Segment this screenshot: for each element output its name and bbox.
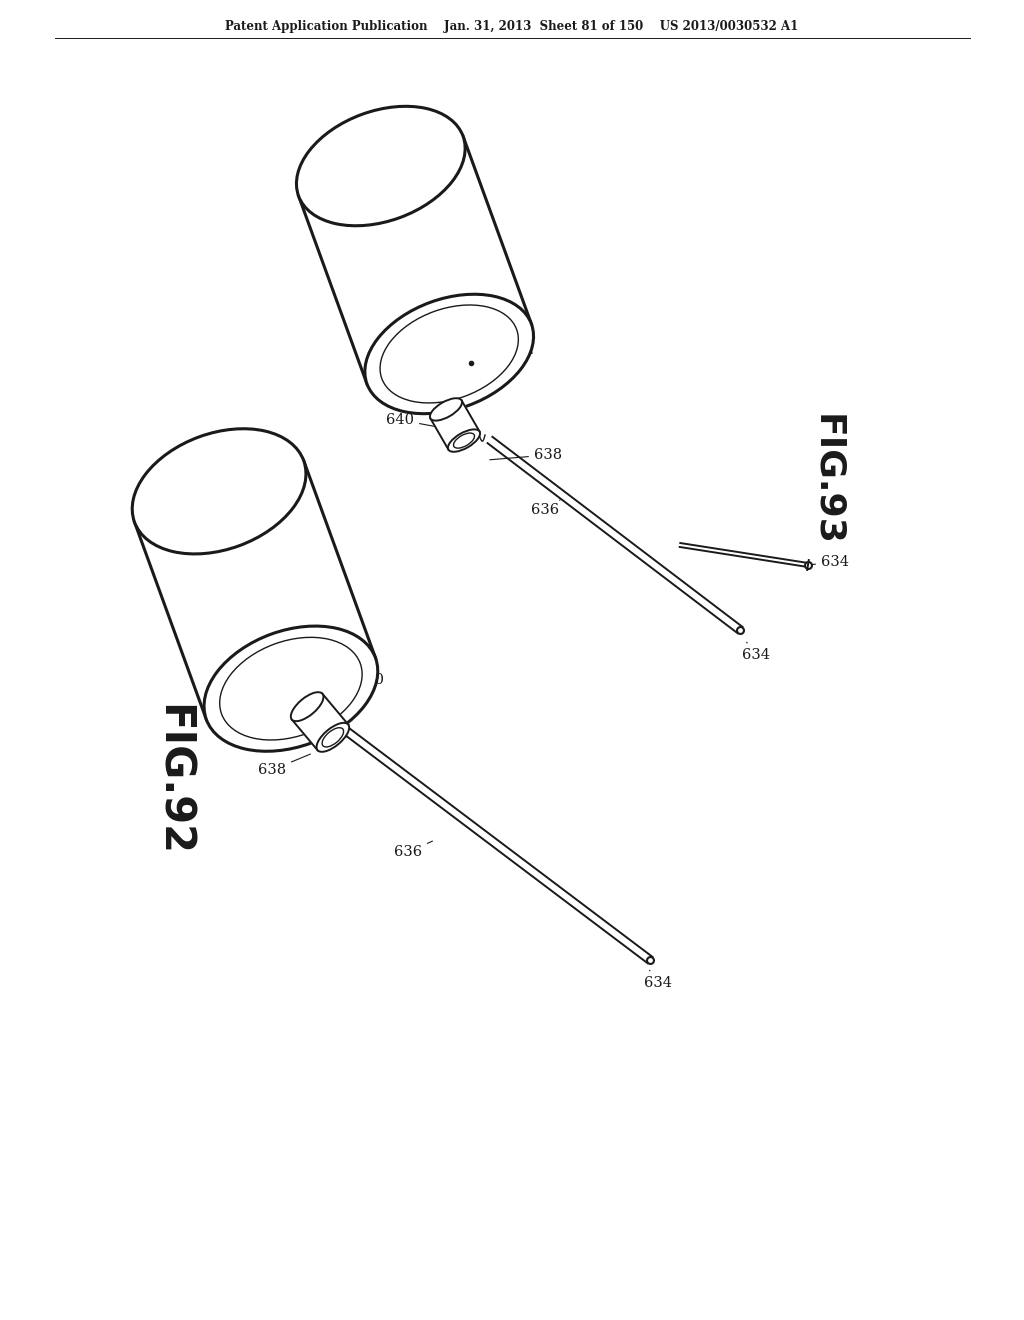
Ellipse shape bbox=[316, 723, 349, 752]
Text: 642: 642 bbox=[181, 517, 213, 548]
Polygon shape bbox=[299, 136, 531, 384]
Ellipse shape bbox=[291, 692, 324, 721]
Text: Patent Application Publication    Jan. 31, 2013  Sheet 81 of 150    US 2013/0030: Patent Application Publication Jan. 31, … bbox=[225, 20, 799, 33]
Text: 638: 638 bbox=[489, 447, 562, 462]
Text: 642: 642 bbox=[506, 343, 534, 372]
Text: 636: 636 bbox=[394, 841, 432, 859]
Text: 640: 640 bbox=[386, 413, 435, 426]
Polygon shape bbox=[430, 400, 479, 450]
Ellipse shape bbox=[365, 294, 534, 413]
Ellipse shape bbox=[204, 626, 378, 751]
Text: 634: 634 bbox=[811, 554, 849, 569]
Text: FIG.93: FIG.93 bbox=[810, 414, 844, 546]
Ellipse shape bbox=[132, 429, 306, 554]
Text: 636: 636 bbox=[530, 500, 560, 517]
Text: FIG.92: FIG.92 bbox=[152, 704, 194, 855]
Text: 634: 634 bbox=[644, 970, 672, 990]
Text: 640: 640 bbox=[330, 673, 384, 698]
Ellipse shape bbox=[297, 107, 465, 226]
Polygon shape bbox=[292, 694, 348, 750]
Text: 634: 634 bbox=[742, 643, 770, 663]
Polygon shape bbox=[134, 461, 376, 719]
Text: 638: 638 bbox=[258, 754, 310, 777]
Ellipse shape bbox=[447, 429, 480, 451]
Ellipse shape bbox=[430, 399, 462, 421]
